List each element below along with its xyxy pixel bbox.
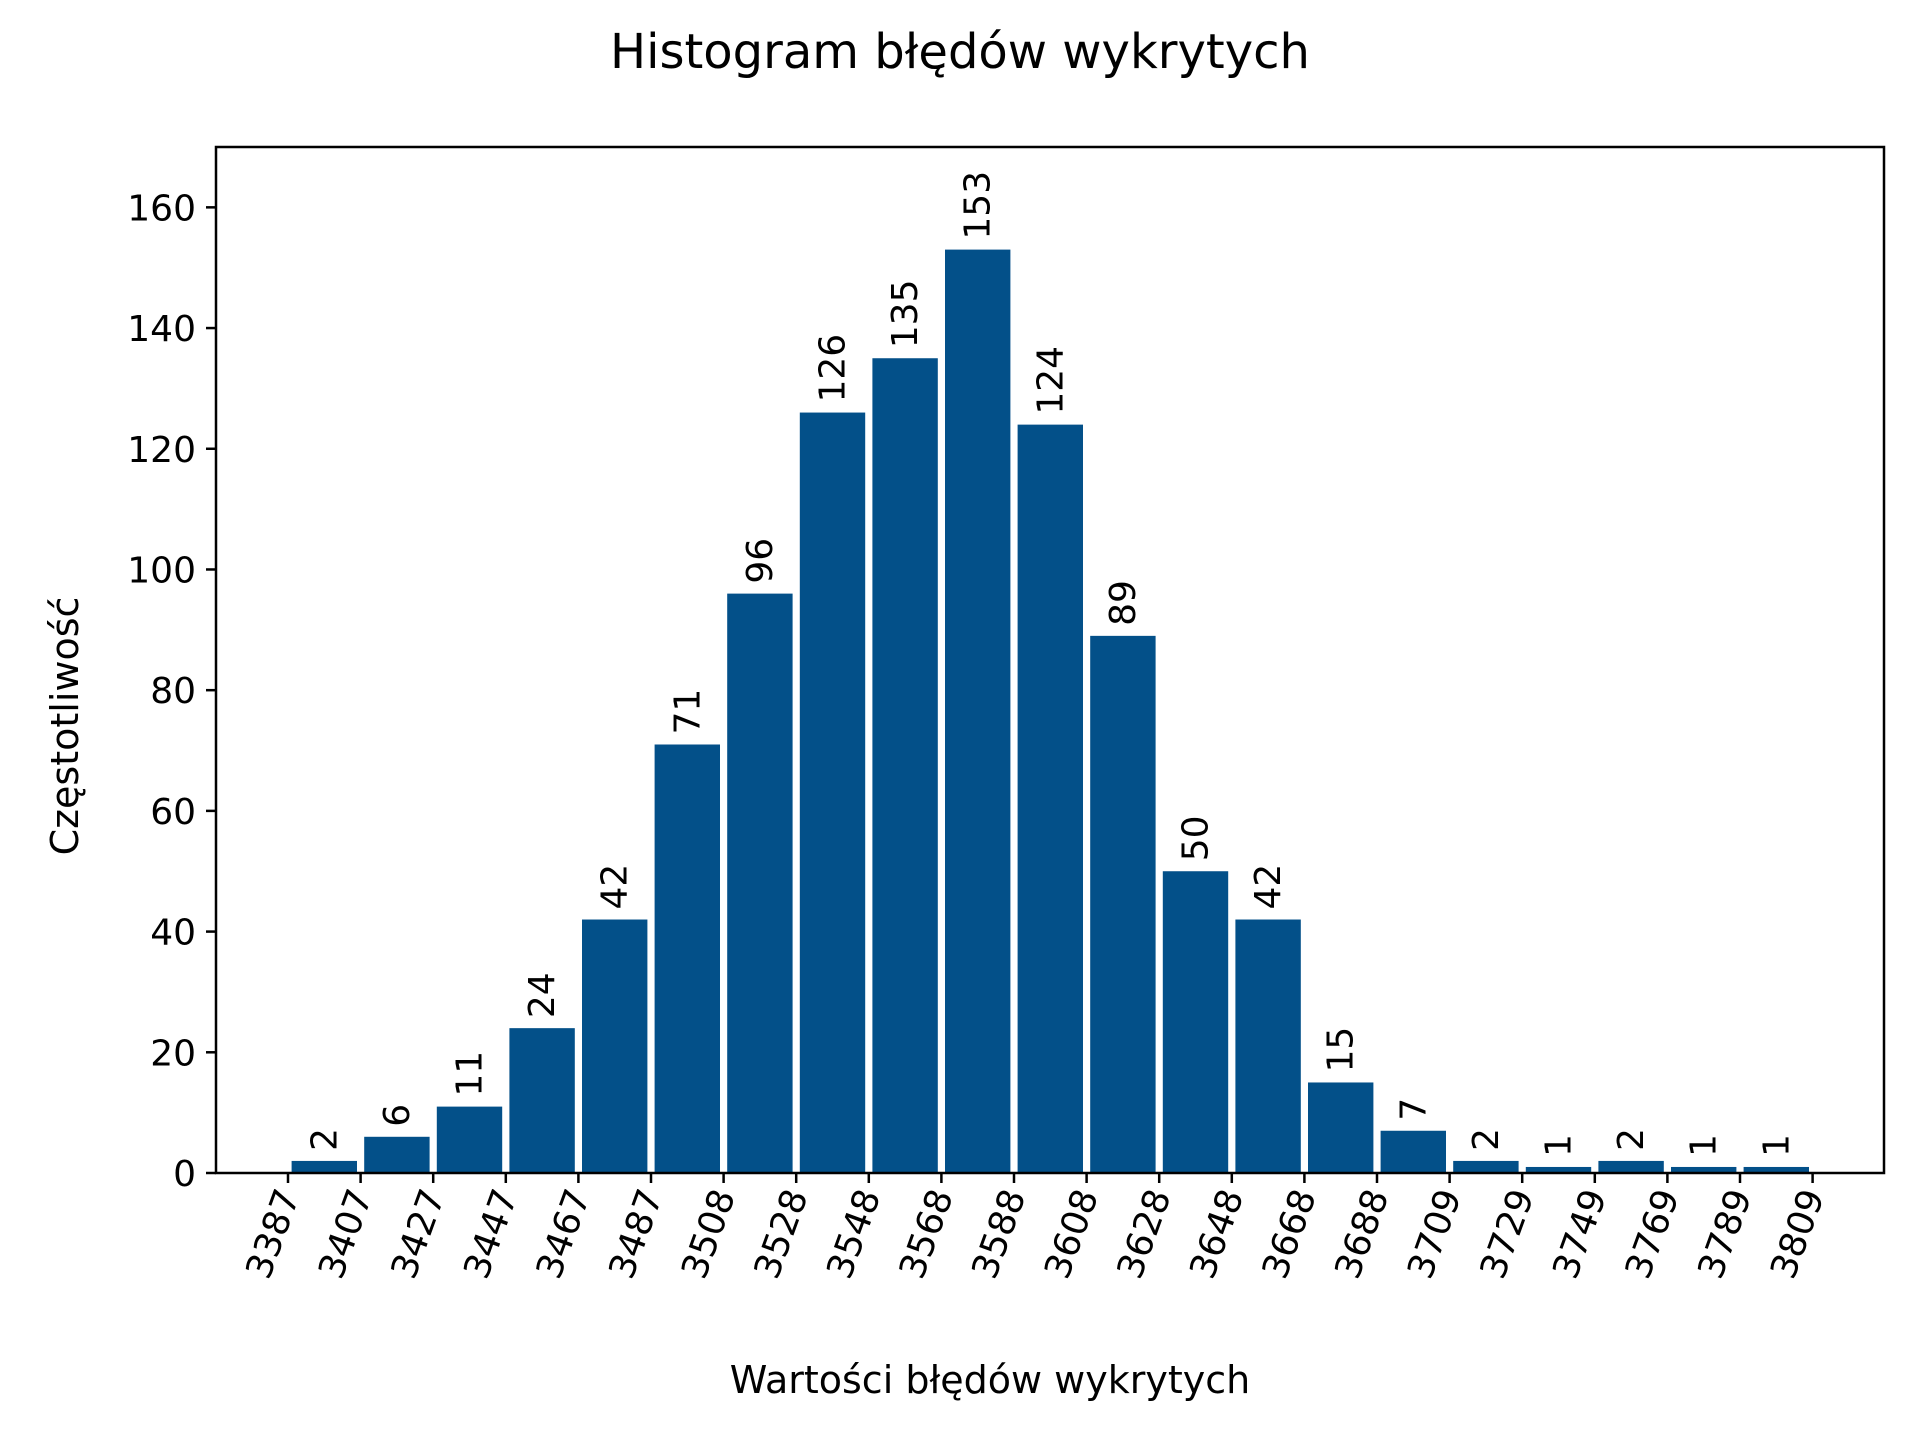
x-tick-label: 3407 — [311, 1184, 381, 1284]
y-tick-label: 60 — [150, 792, 196, 833]
bar-value-label: 2 — [1466, 1128, 1507, 1151]
bar-value-label: 2 — [1611, 1128, 1652, 1151]
x-tick-label: 3628 — [1110, 1184, 1180, 1284]
bar-value-label: 6 — [377, 1104, 418, 1127]
x-tick-label: 3447 — [456, 1184, 526, 1284]
y-tick-label: 140 — [127, 309, 196, 350]
x-tick-label: 3688 — [1328, 1184, 1398, 1284]
x-tick-label: 3487 — [602, 1184, 672, 1284]
bar — [1671, 1166, 1737, 1173]
y-tick-label: 40 — [150, 913, 196, 954]
x-tick-label: 3588 — [965, 1184, 1035, 1284]
bar-value-label: 1 — [1539, 1134, 1580, 1157]
bar-value-label: 7 — [1393, 1098, 1434, 1121]
bar-value-label: 50 — [1176, 815, 1217, 861]
bar — [291, 1160, 357, 1173]
bar — [654, 744, 720, 1173]
y-tick-label: 20 — [150, 1033, 196, 1074]
bar — [1598, 1160, 1664, 1173]
y-tick-label: 120 — [127, 430, 196, 471]
bar-value-label: 124 — [1030, 346, 1071, 415]
y-tick-label: 80 — [150, 671, 196, 712]
y-tick-label: 160 — [127, 188, 196, 229]
bar — [509, 1028, 575, 1173]
bar-value-label: 24 — [522, 972, 563, 1018]
y-tick-label: 100 — [127, 550, 196, 591]
x-axis-label: Wartości błędów wykrytych — [730, 1358, 1250, 1402]
x-tick-label: 3387 — [239, 1184, 309, 1284]
bar — [582, 919, 648, 1173]
x-tick-label: 3648 — [1182, 1184, 1252, 1284]
bar — [1308, 1082, 1374, 1173]
bar-value-label: 135 — [885, 280, 926, 349]
bar — [1380, 1130, 1446, 1173]
x-tick-label: 3789 — [1691, 1184, 1761, 1284]
bar-value-label: 126 — [813, 334, 854, 403]
bar — [872, 358, 938, 1173]
x-tick-label: 3769 — [1618, 1184, 1688, 1284]
bar-value-label: 96 — [740, 538, 781, 584]
bar — [1017, 424, 1083, 1173]
bar-value-label: 42 — [595, 864, 636, 910]
y-axis: 0 20 40 60 80 100 120 140 160 — [127, 188, 216, 1195]
bar — [436, 1106, 503, 1173]
chart-title: Histogram błędów wykrytych — [610, 24, 1310, 80]
bar-value-label: 1 — [1684, 1134, 1725, 1157]
bar-value-label: 153 — [958, 171, 999, 240]
bar-value-label: 1 — [1756, 1134, 1797, 1157]
bar — [1743, 1166, 1809, 1173]
x-tick-label: 3427 — [384, 1184, 454, 1284]
bar — [799, 412, 866, 1173]
bar-value-label: 15 — [1321, 1027, 1362, 1073]
bar-value-label: 71 — [667, 689, 708, 735]
bar — [1453, 1160, 1519, 1173]
x-tick-label: 3709 — [1400, 1184, 1470, 1284]
bar — [1162, 871, 1229, 1173]
x-tick-label: 3809 — [1763, 1184, 1833, 1284]
x-tick-label: 3568 — [892, 1184, 962, 1284]
bar-value-label: 89 — [1103, 580, 1144, 626]
x-tick-label: 3467 — [529, 1184, 599, 1284]
bar — [945, 249, 1011, 1174]
x-tick-label: 3548 — [819, 1184, 889, 1284]
x-tick-label: 3749 — [1545, 1184, 1615, 1284]
bar-value-label: 11 — [450, 1051, 491, 1097]
bar — [364, 1136, 430, 1173]
bar — [727, 593, 793, 1173]
bar — [1090, 635, 1156, 1173]
bars-group — [291, 249, 1809, 1174]
y-tick-label: 0 — [173, 1154, 196, 1195]
bar-value-label: 2 — [304, 1128, 345, 1151]
x-tick-label: 3508 — [674, 1184, 744, 1284]
x-tick-label: 3668 — [1255, 1184, 1325, 1284]
y-axis-label: Częstotliwość — [43, 597, 87, 856]
bar-value-label: 42 — [1248, 864, 1289, 910]
bar — [1235, 919, 1301, 1173]
x-tick-label: 3528 — [747, 1184, 817, 1284]
x-axis: 3387 3407 3427 3447 3467 3487 3508 3528 3548 3568… — [239, 1173, 1833, 1284]
x-tick-label: 3608 — [1037, 1184, 1107, 1284]
plot-frame — [214, 145, 1886, 1175]
bar — [1525, 1166, 1592, 1173]
x-tick-label: 3729 — [1473, 1184, 1543, 1284]
